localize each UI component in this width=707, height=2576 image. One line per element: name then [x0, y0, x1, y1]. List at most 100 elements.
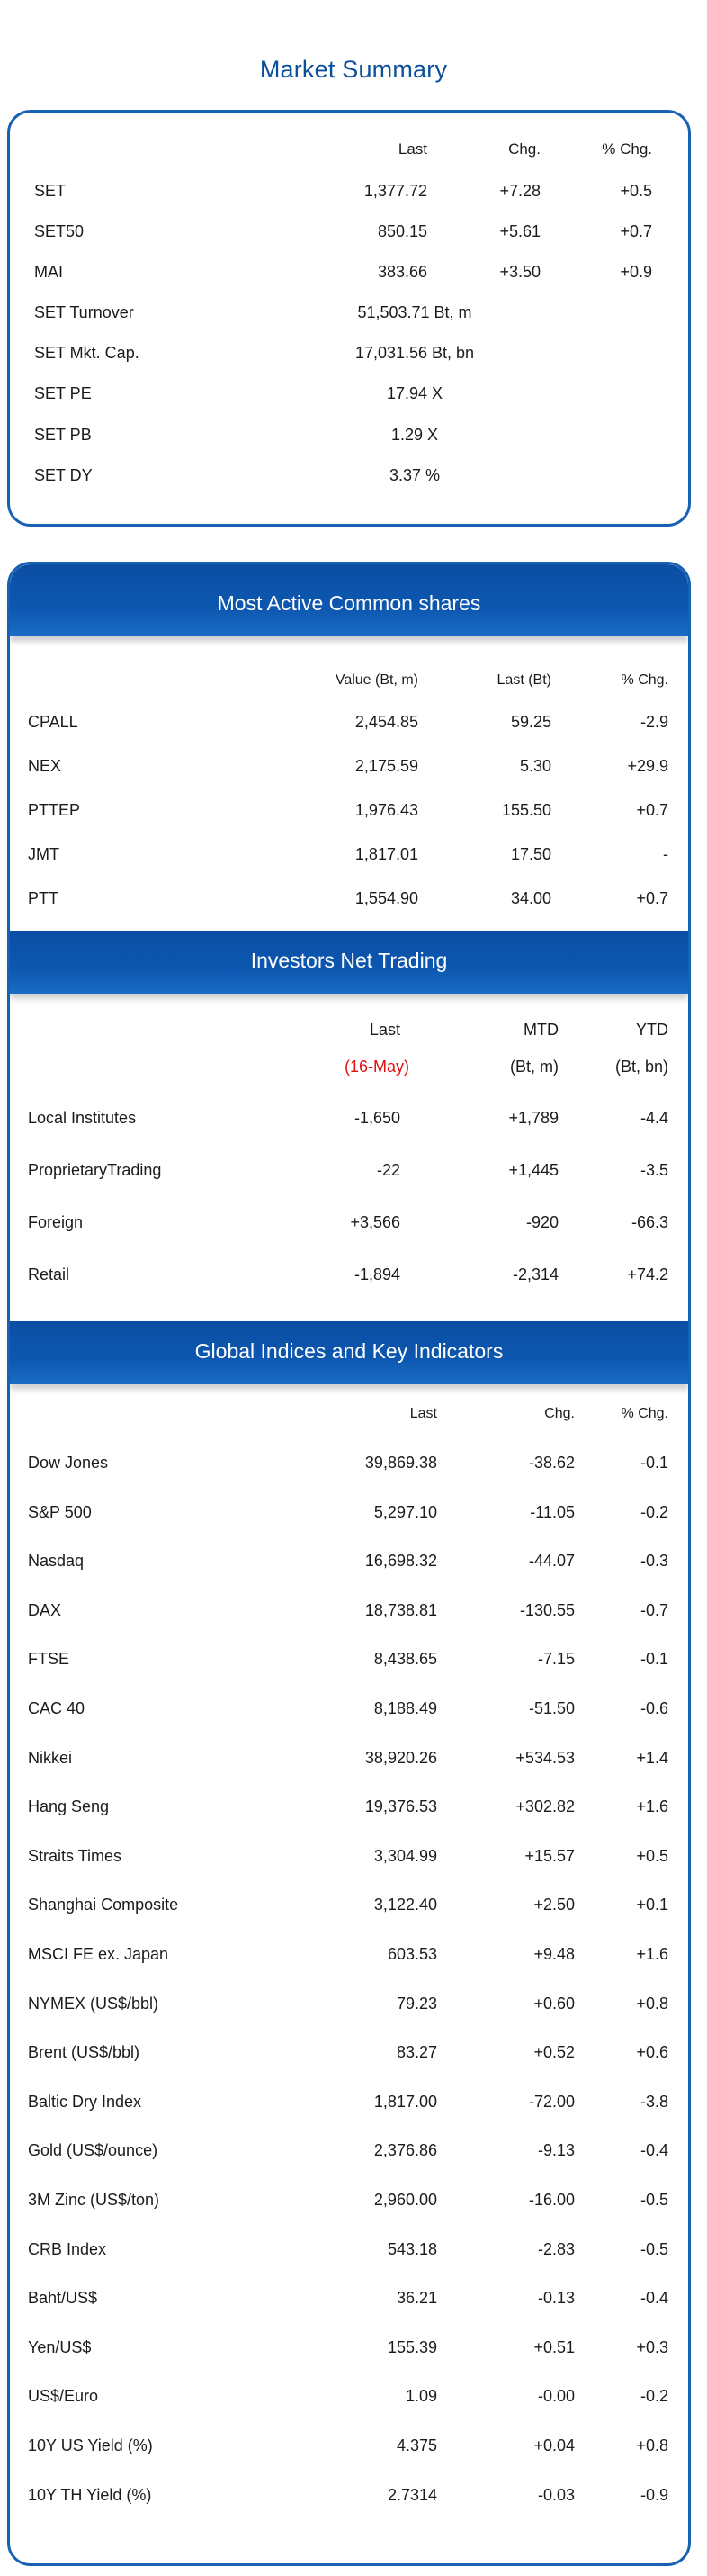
global-pct: -0.6	[640, 1699, 668, 1717]
global-last: 2,960.00	[373, 2191, 437, 2209]
summary-stat-dy: SET DY 3.37 %	[10, 462, 688, 489]
global-last: 603.53	[387, 1945, 437, 1963]
global-last: 2.7314	[387, 2485, 437, 2504]
global-chg: +302.82	[515, 1797, 575, 1816]
summary-label: SET	[34, 182, 67, 200]
global-chg: -44.07	[528, 1552, 575, 1571]
global-name: Dow Jones	[28, 1454, 109, 1472]
active-name: PTT	[28, 889, 58, 907]
investors-row: Foreign +3,566 -920 -66.3	[10, 1209, 688, 1236]
global-chg: +0.60	[533, 1994, 575, 2013]
global-pct: +1.6	[636, 1945, 668, 1963]
global-row: DAX 18,738.81 -130.55 -0.7	[10, 1597, 688, 1624]
global-pct: -0.5	[640, 2239, 668, 2258]
global-pct: +0.6	[636, 2043, 668, 2062]
investors-mtd: -2,314	[512, 1265, 559, 1283]
global-pct: -0.2	[640, 1502, 668, 1521]
global-last: 543.18	[387, 2239, 437, 2258]
global-last: 4.375	[396, 2436, 437, 2454]
global-pct: +0.8	[636, 2436, 668, 2454]
active-last: 59.25	[510, 713, 551, 731]
investors-date-label: (16-May)	[344, 1058, 409, 1076]
global-last: 36.21	[396, 2289, 437, 2308]
global-chg: +15.57	[524, 1846, 575, 1865]
active-last: 155.50	[501, 801, 551, 819]
summary-pct: +0.7	[620, 222, 652, 240]
global-row: MSCI FE ex. Japan 603.53 +9.48 +1.6	[10, 1941, 688, 1968]
global-row: CAC 40 8,188.49 -51.50 -0.6	[10, 1695, 688, 1722]
global-header-last: Last	[409, 1406, 437, 1421]
active-row: JMT 1,817.01 17.50 -	[10, 841, 688, 868]
global-name: Straits Times	[28, 1846, 122, 1865]
investors-last: +3,566	[350, 1213, 400, 1231]
investors-header-mtd: MTD	[524, 1021, 559, 1039]
global-header-chg: Chg.	[544, 1406, 575, 1421]
stat-value: 3.37 %	[389, 466, 441, 484]
investors-last: -1,650	[354, 1109, 400, 1127]
global-row: 3M Zinc (US$/ton) 2,960.00 -16.00 -0.5	[10, 2186, 688, 2213]
investors-header-ytd: YTD	[636, 1021, 668, 1039]
global-pct: -0.2	[640, 2387, 668, 2406]
active-header-row: Value (Bt, m) Last (Bt) % Chg.	[10, 667, 688, 694]
global-name: Gold (US$/ounce)	[28, 2141, 158, 2160]
global-last: 2,376.86	[373, 2141, 437, 2160]
stat-label: SET DY	[34, 466, 93, 484]
global-row: Shanghai Composite 3,122.40 +2.50 +0.1	[10, 1891, 688, 1918]
global-last: 18,738.81	[364, 1600, 437, 1619]
global-header-row: Last Chg. % Chg.	[10, 1401, 688, 1428]
active-pct: -2.9	[640, 713, 668, 731]
global-last: 8,188.49	[373, 1699, 437, 1717]
global-name: NYMEX (US$/bbl)	[28, 1994, 159, 2013]
active-value: 1,976.43	[354, 801, 418, 819]
summary-header-last: Last	[398, 140, 427, 158]
stat-label: SET PE	[34, 384, 92, 402]
global-name: CAC 40	[28, 1699, 85, 1717]
summary-stat-pe: SET PE 17.94 X	[10, 380, 688, 407]
investors-ytd: -66.3	[631, 1213, 668, 1231]
active-value: 2,454.85	[354, 713, 418, 731]
active-pct: +0.7	[636, 801, 668, 819]
global-row: FTSE 8,438.65 -7.15 -0.1	[10, 1645, 688, 1672]
investors-row: Local Institutes -1,650 +1,789 -4.4	[10, 1104, 688, 1131]
global-row: US$/Euro 1.09 -0.00 -0.2	[10, 2382, 688, 2409]
active-last: 17.50	[510, 845, 551, 863]
global-pct: -0.9	[640, 2485, 668, 2504]
summary-chg: +5.61	[499, 222, 541, 240]
global-chg: -7.15	[537, 1650, 575, 1669]
active-last: 5.30	[519, 757, 551, 775]
summary-chg: +7.28	[499, 182, 541, 200]
global-pct: +0.1	[636, 1896, 668, 1914]
global-pct: +1.4	[636, 1748, 668, 1767]
global-pct: -0.4	[640, 2141, 668, 2160]
active-name: NEX	[28, 757, 62, 775]
active-value: 1,817.01	[354, 845, 418, 863]
active-pct: +0.7	[636, 889, 668, 907]
global-last: 39,869.38	[364, 1454, 437, 1472]
global-row: Gold (US$/ounce) 2,376.86 -9.13 -0.4	[10, 2137, 688, 2164]
global-name: Hang Seng	[28, 1797, 110, 1816]
global-row: 10Y TH Yield (%) 2.7314 -0.03 -0.9	[10, 2481, 688, 2508]
global-name: 10Y TH Yield (%)	[28, 2485, 152, 2504]
global-chg: +0.51	[533, 2337, 575, 2356]
investors-header: Investors Net Trading	[10, 931, 688, 994]
investors-last: -1,894	[354, 1265, 400, 1283]
global-name: DAX	[28, 1600, 62, 1619]
global-last: 19,376.53	[364, 1797, 437, 1816]
global-row: NYMEX (US$/bbl) 79.23 +0.60 +0.8	[10, 1990, 688, 2017]
global-row: 10Y US Yield (%) 4.375 +0.04 +0.8	[10, 2432, 688, 2459]
investors-mtd: -920	[525, 1213, 559, 1231]
global-last: 16,698.32	[364, 1552, 437, 1571]
global-row: Yen/US$ 155.39 +0.51 +0.3	[10, 2334, 688, 2361]
active-header-last: Last (Bt)	[497, 672, 551, 688]
stat-value: 17.94 X	[386, 384, 443, 402]
summary-last: 850.15	[377, 222, 427, 240]
global-last: 8,438.65	[373, 1650, 437, 1669]
global-header-pct: % Chg.	[621, 1406, 668, 1421]
global-name: Shanghai Composite	[28, 1896, 179, 1914]
investors-ytd: -3.5	[640, 1161, 668, 1179]
global-row: Nikkei 38,920.26 +534.53 +1.4	[10, 1744, 688, 1771]
active-name: CPALL	[28, 713, 78, 731]
investors-ytd: +74.2	[627, 1265, 668, 1283]
active-pct: +29.9	[627, 757, 668, 775]
global-row: Dow Jones 39,869.38 -38.62 -0.1	[10, 1449, 688, 1476]
